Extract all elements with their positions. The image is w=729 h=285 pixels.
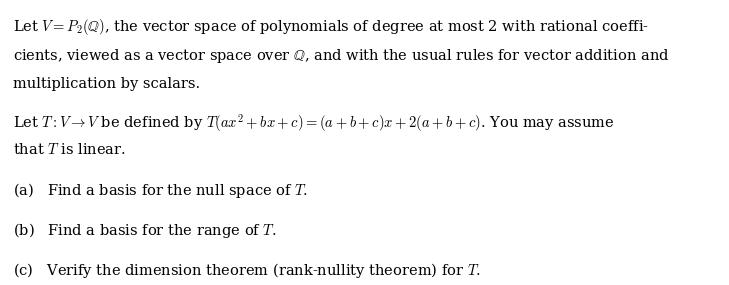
- Text: (c)   Verify the dimension theorem (rank-nullity theorem) for $T$.: (c) Verify the dimension theorem (rank-n…: [13, 261, 481, 280]
- Text: Let $T : V \to V$ be defined by $T(ax^2+bx+c) = (a+b+c)x+2(a+b+c)$. You may assu: Let $T : V \to V$ be defined by $T(ax^2+…: [13, 113, 615, 135]
- Text: (b)   Find a basis for the range of $T$.: (b) Find a basis for the range of $T$.: [13, 221, 277, 240]
- Text: multiplication by scalars.: multiplication by scalars.: [13, 77, 200, 91]
- Text: cients, viewed as a vector space over $\mathbb{Q}$, and with the usual rules for: cients, viewed as a vector space over $\…: [13, 47, 670, 65]
- Text: that $T$ is linear.: that $T$ is linear.: [13, 142, 126, 158]
- Text: Let $V = P_2(\mathbb{Q})$, the vector space of polynomials of degree at most 2 w: Let $V = P_2(\mathbb{Q})$, the vector sp…: [13, 17, 649, 37]
- Text: (a)   Find a basis for the null space of $T$.: (a) Find a basis for the null space of $…: [13, 181, 308, 200]
